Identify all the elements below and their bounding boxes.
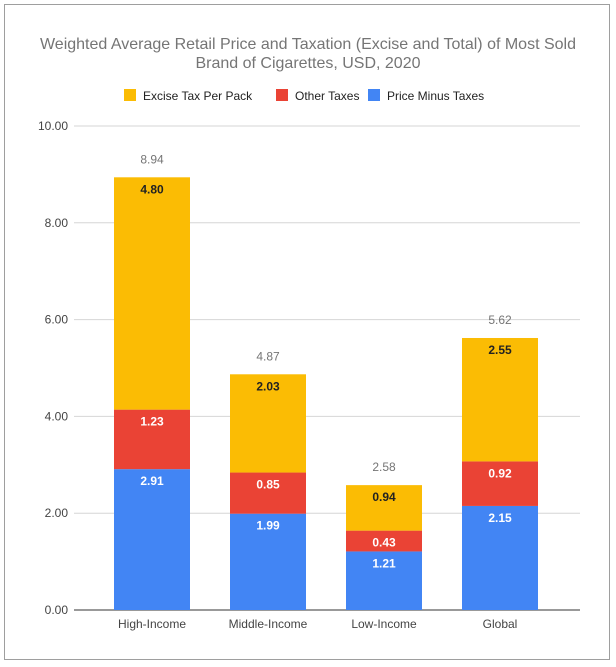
x-tick-label: Global (483, 617, 518, 631)
bar-segment (114, 409, 190, 470)
data-label: 2.91 (140, 474, 164, 488)
data-label: 4.80 (140, 182, 164, 196)
data-label: 1.23 (140, 415, 164, 429)
bar-segment (462, 505, 538, 610)
legend-swatch (368, 89, 380, 101)
x-tick-label: Low-Income (351, 617, 417, 631)
total-label: 4.87 (256, 349, 280, 363)
data-label: 2.55 (488, 343, 512, 357)
y-tick-label: 0.00 (45, 603, 69, 617)
y-tick-label: 8.00 (45, 216, 69, 230)
data-label: 0.85 (256, 478, 280, 492)
x-tick-label: Middle-Income (229, 617, 308, 631)
data-label: 2.15 (488, 511, 512, 525)
y-tick-label: 6.00 (45, 313, 69, 327)
data-label: 0.94 (372, 490, 396, 504)
data-label: 1.21 (372, 556, 396, 570)
total-label: 2.58 (372, 460, 396, 474)
data-label: 0.92 (488, 466, 512, 480)
y-tick-label: 4.00 (45, 409, 69, 423)
bar-segment (462, 337, 538, 462)
legend-label: Other Taxes (295, 89, 359, 103)
total-label: 5.62 (488, 313, 512, 327)
total-label: 8.94 (140, 152, 164, 166)
legend-swatch (124, 89, 136, 101)
bar-segment (230, 374, 306, 473)
data-label: 0.43 (372, 536, 396, 550)
bar-segment (346, 485, 422, 531)
y-tick-label: 10.00 (38, 119, 68, 133)
bar-segment (114, 177, 190, 410)
bar-segment (346, 551, 422, 610)
chart-title-line-1: Weighted Average Retail Price and Taxati… (40, 36, 576, 53)
chart-title-line-2: Brand of Cigarettes, USD, 2020 (195, 55, 420, 72)
bar-segment (230, 472, 306, 514)
bar-segment (346, 530, 422, 552)
bar-segment (114, 469, 190, 610)
y-tick-label: 2.00 (45, 506, 69, 520)
legend-label: Excise Tax Per Pack (143, 89, 253, 103)
legend: Excise Tax Per Pack Other Taxes Price Minu… (124, 89, 484, 103)
legend-swatch (276, 89, 288, 101)
x-axis-labels: High-Income Middle-Income Low-Income Global (118, 617, 517, 631)
data-label: 1.99 (256, 519, 280, 533)
legend-label: Price Minus Taxes (387, 89, 484, 103)
bar-segment (230, 513, 306, 610)
data-label: 2.03 (256, 379, 280, 393)
x-tick-label: High-Income (118, 617, 186, 631)
bar-segment (462, 461, 538, 506)
bars: 2.91 1.23 4.80 8.94 1.99 0.85 2.03 4.87 1.21 0.43… (114, 152, 538, 610)
